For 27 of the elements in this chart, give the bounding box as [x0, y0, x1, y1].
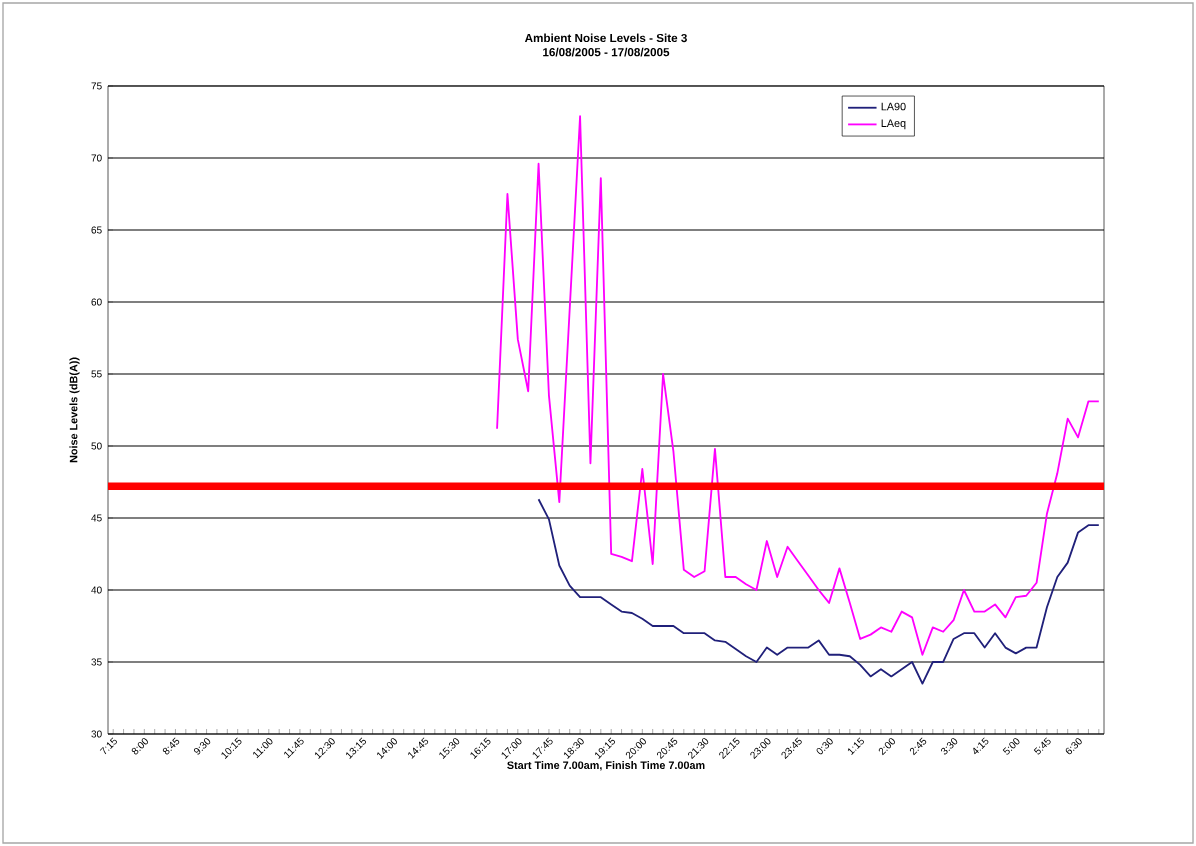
chart-title: Ambient Noise Levels - Site 3: [524, 33, 687, 43]
x-tick-label: 8:00: [131, 738, 149, 755]
y-tick-label: 50: [91, 442, 102, 450]
y-tick-label: 55: [91, 370, 102, 378]
y-axis-title: Noise Levels (dB(A)): [69, 357, 80, 463]
x-tick-label: 3:30: [940, 738, 958, 755]
chart-subtitle: 16/08/2005 - 17/08/2005: [543, 47, 670, 57]
y-tick-label: 35: [91, 658, 102, 666]
y-tick-label: 40: [91, 586, 102, 594]
x-tick-label: 7:15: [99, 737, 117, 755]
x-axis-title: Start Time 7.00am, Finish Time 7.00am: [507, 761, 705, 771]
y-tick-label: 70: [91, 154, 102, 162]
y-tick-label: 30: [91, 730, 102, 738]
x-tick-label: 5:00: [1002, 738, 1020, 755]
x-tick-label: 2:00: [878, 738, 896, 756]
x-tick-label: 8:45: [162, 737, 180, 755]
y-tick-label: 65: [91, 226, 102, 234]
legend-label: LAeq: [881, 119, 906, 130]
x-tick-label: 6:30: [1065, 738, 1082, 755]
x-tick-label: 2:45: [909, 737, 927, 756]
x-tick-label: 0:30: [816, 738, 833, 755]
y-tick-label: 45: [91, 514, 102, 522]
x-tick-label: 9:30: [194, 738, 211, 755]
y-tick-label: 60: [91, 298, 102, 306]
legend-label: LA90: [881, 102, 906, 111]
y-tick-label: 75: [91, 82, 102, 90]
x-tick-label: 4:15: [973, 737, 989, 755]
